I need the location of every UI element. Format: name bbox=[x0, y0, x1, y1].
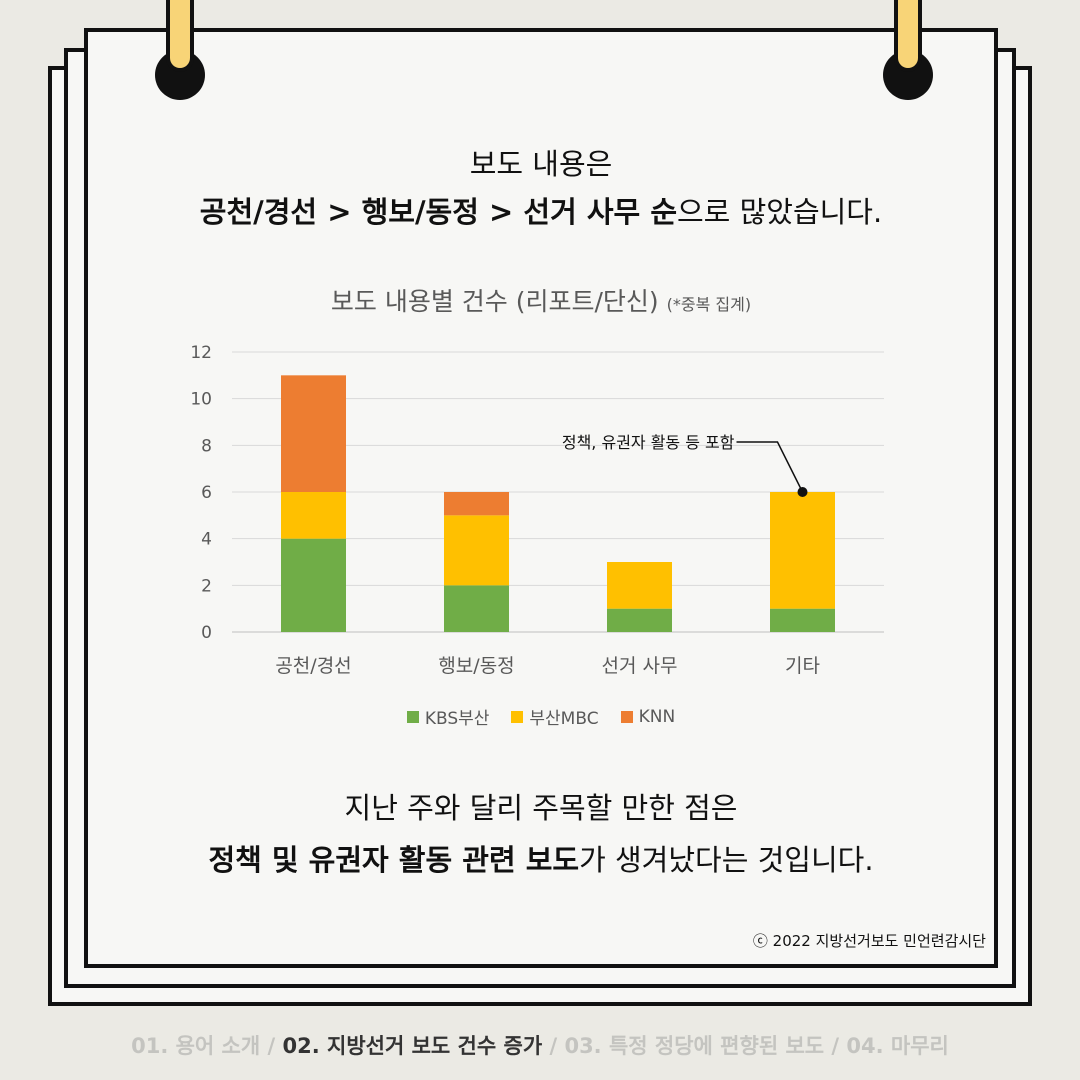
bar-segment bbox=[444, 492, 509, 516]
legend-item: KBS부산 bbox=[406, 704, 490, 729]
y-tick-label: 12 bbox=[190, 343, 212, 363]
bar-segment bbox=[281, 375, 346, 492]
annotation-label: 정책, 유권자 활동 등 포함 bbox=[562, 433, 735, 452]
legend-swatch bbox=[620, 710, 633, 723]
x-tick-label: 기타 bbox=[785, 655, 820, 677]
annotation-leader-line bbox=[736, 441, 804, 493]
y-tick-label: 0 bbox=[201, 623, 212, 643]
bar-segment bbox=[444, 515, 509, 586]
bar-segment bbox=[281, 538, 346, 632]
nav-item[interactable]: 03. 특정 정당에 편향된 보도 bbox=[564, 1034, 825, 1058]
bar-segment bbox=[607, 562, 672, 609]
bar-segment bbox=[444, 585, 509, 632]
nav-item[interactable]: 02. 지방선거 보도 건수 증가 bbox=[282, 1034, 543, 1058]
chart-title: 보도 내용별 건수 (리포트/단신) (*중복 집계) bbox=[84, 282, 998, 318]
x-tick-label: 행보/동정 bbox=[438, 655, 514, 677]
body-line2-bold: 정책 및 유권자 활동 관련 보도 bbox=[208, 843, 580, 877]
nav-item[interactable]: 04. 마무리 bbox=[846, 1034, 949, 1058]
x-tick-label: 공천/경선 bbox=[275, 655, 351, 677]
copyright-text: ⓒ 2022 지방선거보도 민언련감시단 bbox=[752, 932, 986, 950]
x-tick-label: 선거 사무 bbox=[602, 655, 678, 677]
chart-title-main: 보도 내용별 건수 (리포트/단신) bbox=[330, 287, 659, 316]
bar-segment bbox=[770, 608, 835, 632]
bar-segment bbox=[281, 492, 346, 539]
y-tick-label: 2 bbox=[201, 576, 212, 596]
footer-navigation: 01. 용어 소개 / 02. 지방선거 보도 건수 증가 / 03. 특정 정… bbox=[0, 1030, 1080, 1060]
chart-legend: KBS부산 부산MBC KNN bbox=[84, 704, 998, 729]
headline-line2-bold: 공천/경선 > 행보/동정 > 선거 사무 순 bbox=[199, 195, 677, 229]
nav-item[interactable]: 01. 용어 소개 bbox=[131, 1034, 261, 1058]
paper-front-sheet bbox=[84, 28, 998, 968]
body-line2: 정책 및 유권자 활동 관련 보도가 생겨났다는 것입니다. bbox=[84, 834, 998, 886]
nav-separator: / bbox=[260, 1034, 283, 1058]
stacked-bar-chart: 0 2 4 6 8 10 12 공천/경선 행보/동정 선거 사무 기타 정책, 유권자 활동 등 포… bbox=[190, 343, 884, 677]
headline-line1: 보도 내용은 bbox=[469, 147, 613, 181]
binder-ring-right bbox=[883, 0, 933, 100]
legend-label: KNN bbox=[638, 706, 676, 727]
y-tick-label: 6 bbox=[201, 483, 212, 503]
chart-title-note: (*중복 집계) bbox=[666, 295, 752, 314]
legend-label: 부산MBC bbox=[529, 709, 599, 729]
body-text: 지난 주와 달리 주목할 만한 점은 정책 및 유권자 활동 관련 보도가 생겨… bbox=[84, 782, 998, 886]
nav-separator: / bbox=[542, 1034, 565, 1058]
legend-item: KNN bbox=[620, 704, 676, 729]
bar-segment bbox=[607, 608, 672, 632]
legend-swatch bbox=[406, 710, 419, 723]
body-line1: 지난 주와 달리 주목할 만한 점은 bbox=[344, 791, 738, 825]
y-tick-label: 4 bbox=[201, 530, 212, 550]
bar-segment bbox=[770, 492, 835, 609]
legend-item: 부산MBC bbox=[511, 704, 599, 729]
binder-ring-left bbox=[155, 0, 205, 100]
y-tick-label: 8 bbox=[201, 436, 212, 456]
legend-swatch bbox=[511, 710, 524, 723]
headline: 보도 내용은 공천/경선 > 행보/동정 > 선거 사무 순으로 많았습니다. bbox=[84, 140, 998, 236]
body-line2-rest: 가 생겨났다는 것입니다. bbox=[579, 843, 874, 877]
headline-line2-rest: 으로 많았습니다. bbox=[677, 195, 883, 229]
legend-label: KBS부산 bbox=[424, 709, 490, 729]
y-tick-label: 10 bbox=[190, 390, 212, 410]
nav-separator: / bbox=[824, 1034, 847, 1058]
headline-line2: 공천/경선 > 행보/동정 > 선거 사무 순으로 많았습니다. bbox=[84, 188, 998, 236]
